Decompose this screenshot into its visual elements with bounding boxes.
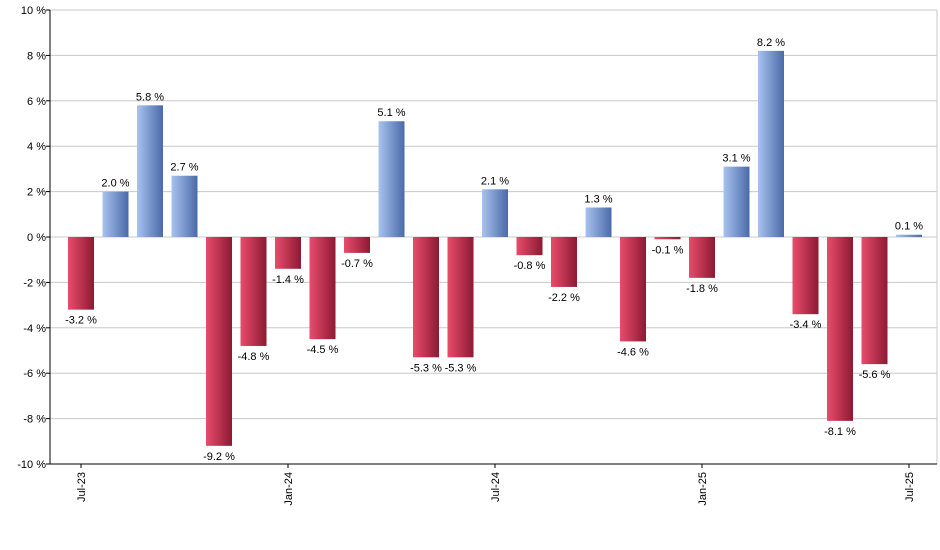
bar-jan-25: [689, 237, 715, 278]
y-tick-label: -4 %: [23, 323, 46, 335]
bar-feb-24: [309, 237, 336, 340]
bar-apr-24: [378, 121, 405, 237]
data-label-feb-25: 3.1 %: [722, 153, 750, 165]
data-label-sep-24: -2.2 %: [548, 292, 580, 304]
bar-jul-24: [482, 189, 508, 237]
bar-aug-24: [516, 237, 543, 256]
bar-jan-24: [275, 237, 301, 269]
y-tick-label: 0 %: [27, 232, 46, 244]
bar-aug-23: [102, 191, 129, 237]
y-tick-label: 2 %: [27, 187, 46, 199]
data-label-mar-24: -0.7 %: [341, 258, 373, 270]
bar-oct-23: [171, 175, 198, 237]
bar-dec-23: [240, 237, 267, 346]
x-tick-label: Jan-25: [697, 472, 709, 506]
y-tick-label: -6 %: [23, 368, 46, 380]
bar-oct-24: [585, 207, 612, 237]
data-label-apr-25: -3.4 %: [790, 319, 822, 331]
data-label-aug-24: -0.8 %: [514, 260, 546, 272]
data-label-feb-24: -4.5 %: [307, 344, 339, 356]
bar-nov-23: [206, 237, 232, 446]
bar-apr-25: [792, 237, 819, 315]
bar-sep-24: [551, 237, 577, 287]
data-label-aug-23: 2.0 %: [101, 178, 129, 190]
bar-mar-24: [344, 237, 370, 253]
data-label-jul-23: -3.2 %: [65, 315, 97, 327]
y-tick-label: 8 %: [27, 50, 46, 62]
y-tick-label: -2 %: [23, 277, 46, 289]
data-label-jan-25: -1.8 %: [686, 283, 718, 295]
data-label-oct-24: 1.3 %: [584, 193, 612, 205]
data-label-oct-23: 2.7 %: [170, 162, 198, 174]
data-label-may-25: -8.1 %: [824, 426, 856, 438]
data-label-nov-23: -9.2 %: [203, 451, 235, 463]
x-tick-label: Jan-24: [283, 472, 295, 506]
y-tick-label: -8 %: [23, 414, 46, 426]
bar-may-25: [827, 237, 853, 421]
data-label-jul-25: 0.1 %: [895, 221, 923, 233]
bar-may-24: [413, 237, 439, 358]
data-label-jun-24: -5.3 %: [445, 362, 477, 374]
bar-nov-24: [620, 237, 646, 342]
data-label-mar-25: 8.2 %: [757, 37, 785, 49]
y-tick-label: -10 %: [17, 459, 46, 471]
data-label-may-24: -5.3 %: [410, 362, 442, 374]
x-tick-label: Jul-24: [490, 472, 502, 502]
data-label-dec-23: -4.8 %: [238, 351, 270, 363]
bar-jul-23: [68, 237, 94, 310]
data-label-jul-24: 2.1 %: [481, 175, 509, 187]
y-tick-label: 6 %: [27, 96, 46, 108]
data-label-jun-25: -5.6 %: [859, 369, 891, 381]
y-tick-label: 10 %: [21, 5, 46, 17]
data-label-nov-24: -4.6 %: [617, 346, 649, 358]
bar-jun-24: [447, 237, 474, 358]
data-label-sep-23: 5.8 %: [136, 91, 164, 103]
bar-jun-25: [861, 237, 888, 365]
data-label-apr-24: 5.1 %: [377, 107, 405, 119]
bar-dec-24: [654, 237, 681, 240]
y-tick-label: 4 %: [27, 141, 46, 153]
data-labels: -3.2 % 2.0 % 5.8 % 2.7 % -9.2 % -4.8 % -1.4 % -…: [65, 37, 923, 463]
bar-sep-23: [137, 105, 163, 237]
bar-feb-25: [723, 166, 750, 237]
x-tick-label: Jul-23: [76, 472, 88, 502]
data-label-dec-24: -0.1 %: [652, 244, 684, 256]
x-tick-label: Jul-25: [904, 472, 916, 502]
bar-jul-25: [896, 234, 922, 237]
axes: -10 % -8 % -6 % -4 % -2 % 0 % 2 % 4 % 6 % 8 % 10 %…: [17, 5, 937, 506]
bar-mar-25: [758, 50, 784, 237]
data-label-jan-24: -1.4 %: [272, 274, 304, 286]
bars: [68, 50, 922, 446]
